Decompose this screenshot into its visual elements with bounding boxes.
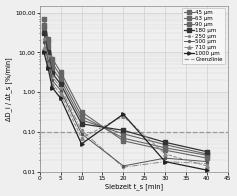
63 μm [47, 41, 50, 43]
Line: 1000 μm: 1000 μm [42, 51, 209, 172]
250 μm [42, 38, 45, 40]
90 μm [164, 143, 166, 146]
1000 μm [51, 86, 54, 89]
45 μm [59, 71, 62, 73]
710 μm [80, 137, 83, 139]
500 μm [47, 60, 50, 62]
90 μm [205, 153, 208, 155]
500 μm [80, 133, 83, 135]
63 μm [122, 137, 125, 139]
500 μm [59, 89, 62, 92]
710 μm [47, 63, 50, 65]
1000 μm [80, 143, 83, 145]
63 μm [164, 147, 166, 149]
63 μm [205, 154, 208, 156]
45 μm [164, 149, 166, 151]
Line: 710 μm: 710 μm [42, 46, 209, 168]
180 μm [205, 151, 208, 153]
500 μm [164, 157, 166, 159]
710 μm [164, 153, 166, 155]
Y-axis label: ΔD_i / Δt_s [%/min]: ΔD_i / Δt_s [%/min] [5, 57, 12, 121]
Line: 180 μm: 180 μm [42, 32, 209, 153]
Grenzlinie [38, 131, 41, 133]
90 μm [42, 27, 45, 30]
Line: 250 μm: 250 μm [42, 37, 209, 169]
1000 μm [59, 97, 62, 100]
45 μm [205, 157, 208, 159]
Legend: 45 μm, 63 μm, 90 μm, 180 μm, 250 μm, 500 μm, 710 μm, 1000 μm, Grenzlinie: 45 μm, 63 μm, 90 μm, 180 μm, 250 μm, 500… [182, 8, 225, 64]
63 μm [51, 62, 54, 64]
710 μm [59, 93, 62, 95]
X-axis label: Siebzeit t_s [min]: Siebzeit t_s [min] [105, 184, 163, 191]
90 μm [51, 67, 54, 69]
63 μm [42, 23, 45, 26]
Grenzlinie [42, 131, 45, 133]
90 μm [80, 119, 83, 121]
45 μm [51, 57, 54, 60]
180 μm [122, 129, 125, 132]
45 μm [47, 38, 50, 40]
1000 μm [42, 51, 45, 54]
90 μm [47, 45, 50, 48]
1000 μm [205, 169, 208, 171]
710 μm [51, 83, 54, 85]
250 μm [205, 162, 208, 165]
500 μm [122, 165, 125, 167]
Line: 90 μm: 90 μm [42, 27, 209, 156]
250 μm [59, 86, 62, 89]
45 μm [80, 111, 83, 113]
Line: 63 μm: 63 μm [42, 23, 209, 157]
710 μm [122, 115, 125, 117]
250 μm [164, 160, 166, 163]
180 μm [59, 83, 62, 85]
180 μm [42, 32, 45, 34]
1000 μm [47, 67, 50, 69]
1000 μm [122, 113, 125, 115]
180 μm [51, 72, 54, 74]
500 μm [205, 160, 208, 163]
180 μm [80, 123, 83, 125]
250 μm [47, 55, 50, 57]
Line: 45 μm: 45 μm [42, 17, 209, 160]
1000 μm [164, 160, 166, 163]
45 μm [42, 18, 45, 20]
63 μm [80, 115, 83, 117]
180 μm [164, 141, 166, 143]
250 μm [51, 75, 54, 77]
250 μm [122, 166, 125, 168]
180 μm [47, 51, 50, 54]
250 μm [80, 129, 83, 132]
90 μm [59, 79, 62, 81]
Line: 500 μm: 500 μm [42, 40, 209, 168]
90 μm [122, 133, 125, 135]
500 μm [42, 41, 45, 43]
710 μm [42, 47, 45, 49]
63 μm [59, 75, 62, 77]
45 μm [122, 140, 125, 142]
500 μm [51, 79, 54, 81]
710 μm [205, 165, 208, 167]
